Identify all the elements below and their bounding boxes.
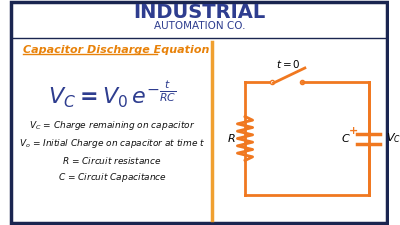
Text: INDUSTRIAL: INDUSTRIAL (133, 4, 266, 23)
Text: $R$: $R$ (227, 133, 236, 144)
Text: $C$: $C$ (341, 133, 350, 144)
Text: Capacitor Discharge Equation: Capacitor Discharge Equation (23, 45, 209, 55)
Text: $t = 0$: $t = 0$ (276, 58, 301, 70)
Text: AUTOMATION CO.: AUTOMATION CO. (154, 21, 245, 31)
Text: $V_o$ = Initial Charge on capacitor at time t: $V_o$ = Initial Charge on capacitor at t… (19, 137, 205, 149)
Text: +: + (349, 126, 358, 137)
Text: $\boldsymbol{V_C = V_0\, e^{-\frac{t}{RC}}}$: $\boldsymbol{V_C = V_0\, e^{-\frac{t}{RC… (48, 80, 176, 110)
Text: $R$ = Circuit resistance: $R$ = Circuit resistance (62, 155, 162, 166)
Text: $V_C$: $V_C$ (386, 132, 400, 145)
Text: $C$ = Circuit Capacitance: $C$ = Circuit Capacitance (58, 171, 166, 184)
Text: $V_C$ = Charge remaining on capacitor: $V_C$ = Charge remaining on capacitor (29, 119, 195, 131)
